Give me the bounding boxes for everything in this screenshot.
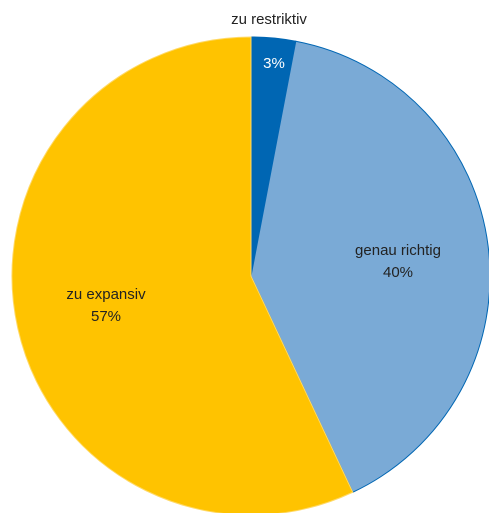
pie-slice-genau-richtig: [250, 40, 489, 493]
slice-category-label-zu-restriktiv: zu restriktiv: [231, 11, 307, 28]
pie-slice-zu-expansiv: [11, 36, 354, 513]
slice-category-label-genau-richtig: genau richtig: [355, 242, 441, 259]
slice-category-label-zu-expansiv: zu expansiv: [66, 286, 146, 303]
slice-value-label-zu-restriktiv: 3%: [263, 55, 285, 72]
slice-value-label-zu-expansiv: 57%: [91, 308, 121, 325]
pie-labels: zu restriktiv 3% genau richtig 40% zu expans…: [66, 11, 441, 325]
pie-slices: [11, 36, 489, 513]
slice-value-label-genau-richtig: 40%: [383, 264, 413, 281]
